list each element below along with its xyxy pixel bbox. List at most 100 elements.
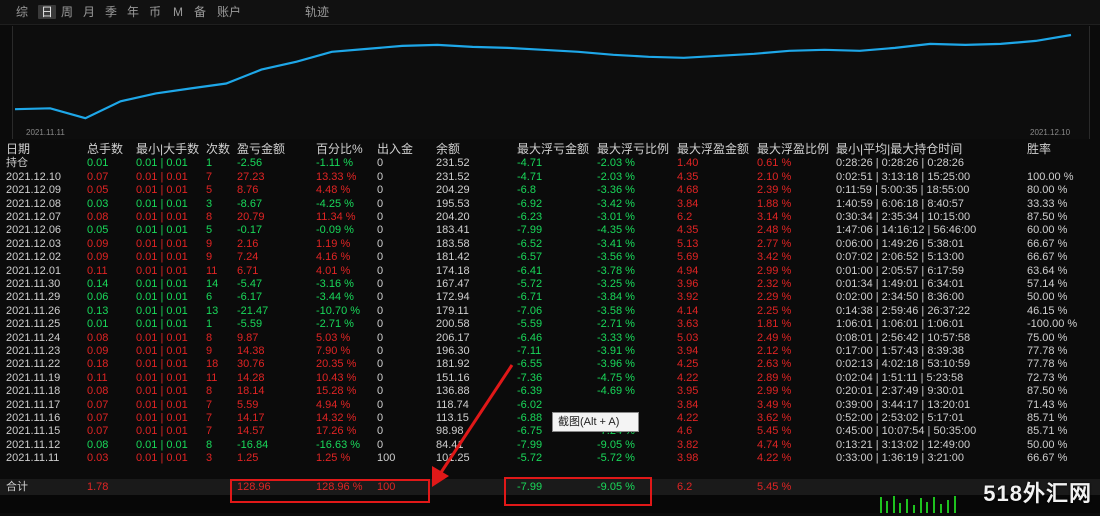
table-cell: 8 [206, 385, 213, 398]
table-cell: 0:14:38 | 2:59:46 | 26:37:22 [836, 304, 971, 317]
table-row[interactable]: 2021.11.23 0.09 0.01 | 0.01 9 14.38 7.90 % 0 19… [0, 345, 1100, 358]
table-cell: 50.00 % [1027, 291, 1068, 304]
table-cell: 0 [377, 345, 384, 357]
table-cell: 1:47:06 | 14:16:12 | 56:46:00 [836, 224, 977, 237]
table-cell: 2.25 % [757, 304, 792, 317]
tab-9[interactable]: 账户 [217, 5, 242, 19]
table-cell: -21.47 [237, 304, 269, 317]
table-row[interactable]: 2021.11.15 0.07 0.01 | 0.01 7 14.57 17.26 % 0 9… [0, 425, 1100, 438]
tab-2[interactable]: 周 [61, 5, 74, 19]
tab-10[interactable]: 轨迹 [305, 5, 330, 19]
column-header[interactable]: 最小|平均|最大持仓时间 [836, 142, 963, 156]
tab-7[interactable]: M [173, 5, 183, 19]
table-row[interactable]: 2021.11.19 0.11 0.01 | 0.01 11 14.28 10.43 % 0… [0, 372, 1100, 385]
table-row[interactable]: 2021.11.11 0.03 0.01 | 0.01 3 1.25 1.25 % 100 1… [0, 452, 1100, 465]
table-cell: 200.58 [436, 318, 470, 331]
table-row[interactable]: 2021.11.17 0.07 0.01 | 0.01 7 5.59 4.94 % 0 118… [0, 399, 1100, 412]
table-cell: -9.05 % [597, 438, 635, 451]
tab-1[interactable]: 日 [38, 5, 57, 19]
table-row[interactable]: 2021.12.01 0.11 0.01 | 0.01 11 6.71 4.01 % 0 17… [0, 265, 1100, 278]
column-header[interactable]: 最大浮盈比例 [757, 142, 830, 156]
tab-4[interactable]: 季 [105, 5, 118, 19]
table-cell: 0 [377, 398, 384, 411]
table-row[interactable]: 2021.12.06 0.05 0.01 | 0.01 5 -0.17 -0.09 % 0 1… [0, 224, 1100, 237]
total-max-profit-pct: 5.45 % [757, 481, 792, 493]
table-cell: 5.03 % [316, 331, 351, 344]
table-row[interactable]: 2021.12.10 0.07 0.01 | 0.01 7 27.23 13.33 % 0 2… [0, 171, 1100, 184]
tab-5[interactable]: 年 [127, 5, 140, 19]
table-row[interactable]: 2021.11.25 0.01 0.01 | 0.01 1 -5.59 -2.71 % 0 2… [0, 318, 1100, 331]
table-cell: 2021.11.12 [6, 438, 61, 451]
table-cell: 4.22 [677, 412, 699, 424]
table-cell: 0.01 | 0.01 [136, 318, 188, 331]
table-row[interactable]: 2021.11.12 0.08 0.01 | 0.01 8 -16.84 -16.63 %… [0, 439, 1100, 452]
table-cell: -6.46 [517, 331, 543, 344]
table-cell: 231.52 [436, 170, 470, 183]
column-header[interactable]: 日期 [6, 142, 31, 156]
table-row[interactable]: 2021.11.16 0.07 0.01 | 0.01 7 14.17 14.32 % 0 1… [0, 412, 1100, 425]
table-cell: 1.81 % [757, 318, 792, 331]
table-cell: 3 [206, 197, 213, 210]
table-cell: -8.67 [237, 197, 263, 210]
table-cell: 5 [206, 224, 213, 237]
table-row[interactable]: 2021.11.30 0.14 0.01 | 0.01 14 -5.47 -3.16 % 0… [0, 278, 1100, 291]
table-cell: 3.92 [677, 291, 699, 304]
column-header[interactable]: 盈亏金额 [237, 142, 286, 156]
column-header[interactable]: 胜率 [1027, 142, 1052, 156]
table-cell: -4.35 % [597, 224, 635, 237]
tab-0[interactable]: 综 [16, 5, 29, 19]
column-header[interactable]: 总手数 [87, 142, 124, 156]
total-pnl: 128.96 [237, 481, 271, 493]
table-cell: 3.94 [677, 345, 699, 357]
table-cell: 27.23 [237, 170, 265, 183]
table-row[interactable]: 持仓 0.01 0.01 | 0.01 1 -2.56 -1.11 % 0 231.52 -4.… [0, 157, 1100, 170]
total-deposit: 100 [377, 481, 396, 493]
column-header[interactable]: 最小|大手数 [136, 142, 200, 156]
table-cell: 0.13 [87, 304, 109, 317]
table-cell: 7.24 [237, 251, 259, 264]
table-cell: 4.48 % [316, 184, 351, 197]
table-cell: 2.48 % [757, 224, 792, 237]
tab-3[interactable]: 月 [83, 5, 96, 19]
table-cell: 1 [206, 318, 213, 331]
table-row[interactable]: 2021.12.07 0.08 0.01 | 0.01 8 20.79 11.34 % 0 2… [0, 211, 1100, 224]
table-cell: 14.38 [237, 345, 265, 357]
table-cell: 3.62 % [757, 412, 792, 424]
column-header[interactable]: 次数 [206, 142, 231, 156]
table-row[interactable]: 2021.11.24 0.08 0.01 | 0.01 8 9.87 5.03 % 0 206… [0, 332, 1100, 345]
table-row[interactable]: 2021.12.03 0.09 0.01 | 0.01 9 2.16 1.19 % 0 183… [0, 238, 1100, 251]
column-header[interactable]: 最大浮亏金额 [517, 142, 590, 156]
table-row[interactable]: 2021.11.29 0.06 0.01 | 0.01 6 -6.17 -3.44 % 0 1… [0, 291, 1100, 304]
table-row[interactable]: 2021.11.22 0.18 0.01 | 0.01 18 30.76 20.35 % 0… [0, 358, 1100, 371]
table-cell: 0.01 | 0.01 [136, 304, 188, 317]
table-cell: 2.99 % [757, 264, 792, 277]
table-cell: 0.11 [87, 264, 108, 277]
table-row[interactable]: 2021.12.02 0.09 0.01 | 0.01 9 7.24 4.16 % 0 181… [0, 251, 1100, 264]
column-header[interactable]: 百分比% [316, 142, 363, 156]
table-cell: -6.92 [517, 197, 543, 210]
table-cell: 151.16 [436, 371, 470, 384]
column-header[interactable]: 最大浮亏比例 [597, 142, 670, 156]
table-cell: 2021.11.11 [6, 452, 60, 465]
table-row[interactable]: 2021.12.08 0.03 0.01 | 0.01 3 -8.67 -4.25 % 0 1… [0, 198, 1100, 211]
column-header[interactable]: 最大浮盈金额 [677, 142, 750, 156]
table-cell: 3.14 % [757, 211, 792, 223]
column-header[interactable]: 余额 [436, 142, 461, 156]
table-cell: 0:33:00 | 1:36:19 | 3:21:00 [836, 452, 965, 465]
table-cell: 0.18 [87, 358, 109, 371]
table-cell: -4.75 % [597, 371, 635, 384]
table-row[interactable]: 2021.11.26 0.13 0.01 | 0.01 13 -21.47 -10.70 … [0, 305, 1100, 318]
tab-8[interactable]: 备 [194, 5, 207, 19]
tab-6[interactable]: 币 [149, 5, 162, 19]
table-cell: -2.71 % [597, 318, 635, 331]
table-cell: -3.58 % [597, 304, 635, 317]
table-row[interactable]: 2021.12.09 0.05 0.01 | 0.01 5 8.76 4.48 % 0 204… [0, 184, 1100, 197]
table-cell: 7 [206, 398, 213, 411]
table-cell: 101.25 [436, 452, 470, 465]
equity-end-date: 2021.12.10 [1030, 128, 1071, 137]
column-header[interactable]: 出入金 [377, 142, 414, 156]
table-cell: 15.28 % [316, 385, 357, 398]
table-row[interactable]: 2021.11.18 0.08 0.01 | 0.01 8 18.14 15.28 % 0 1… [0, 385, 1100, 398]
table-cell: 100 [377, 452, 396, 465]
table-cell: 13 [206, 304, 219, 317]
